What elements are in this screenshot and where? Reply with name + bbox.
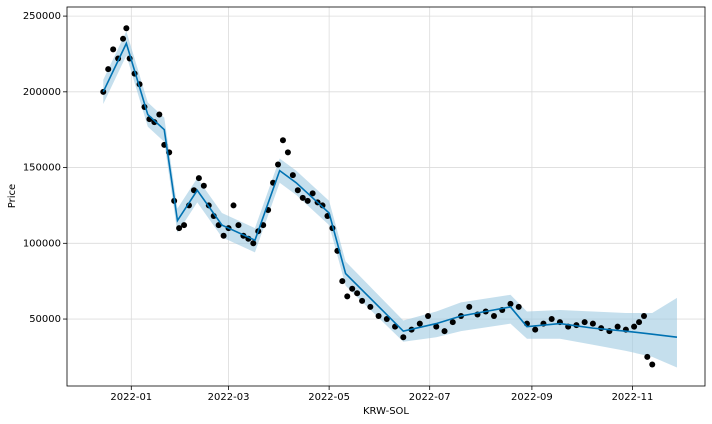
- observed-point: [200, 182, 207, 189]
- x-tick-label: 2022-01: [110, 392, 152, 403]
- y-tick-label: 50000: [29, 314, 61, 325]
- observed-point: [441, 328, 448, 335]
- observed-point: [383, 316, 390, 323]
- observed-point: [344, 293, 351, 300]
- observed-point: [181, 222, 188, 229]
- plot-frame: [66, 6, 706, 387]
- observed-point: [375, 313, 382, 320]
- y-tick-label: 100000: [23, 238, 61, 249]
- observed-point: [416, 320, 423, 327]
- observed-point: [120, 35, 127, 42]
- observed-point: [490, 313, 497, 320]
- observed-point: [309, 190, 316, 197]
- observed-point: [641, 313, 648, 320]
- observed-point: [151, 119, 158, 126]
- x-axis-label: KRW-SOL: [363, 406, 409, 417]
- x-tick-label: 2022-03: [208, 392, 250, 403]
- observed-point: [275, 161, 282, 168]
- observed-point: [230, 202, 237, 209]
- observed-point: [289, 172, 296, 179]
- observed-point: [581, 319, 588, 326]
- observed-point: [279, 137, 286, 144]
- observed-point: [636, 319, 643, 326]
- observed-point: [105, 66, 112, 73]
- observed-point: [400, 334, 407, 341]
- observed-point: [123, 25, 130, 32]
- observed-point: [507, 300, 514, 307]
- observed-point: [110, 46, 117, 53]
- y-tick-label: 200000: [23, 87, 61, 98]
- observed-point: [195, 175, 202, 182]
- observed-point: [339, 278, 346, 285]
- observed-point: [354, 290, 361, 297]
- observed-point: [176, 225, 183, 232]
- observed-point: [644, 353, 651, 360]
- y-tick-label: 150000: [23, 163, 61, 174]
- observed-point: [466, 303, 473, 310]
- observed-point: [156, 111, 163, 118]
- x-tick-label: 2022-05: [308, 392, 350, 403]
- observed-point: [299, 194, 306, 201]
- observed-point: [250, 240, 257, 247]
- x-tick-label: 2022-07: [409, 392, 451, 403]
- x-tick-label: 2022-09: [511, 392, 553, 403]
- observed-point: [515, 303, 522, 310]
- observed-point: [294, 187, 301, 194]
- observed-point: [614, 323, 621, 330]
- observed-point: [359, 297, 366, 304]
- observed-point: [532, 326, 539, 333]
- observed-point: [367, 303, 374, 310]
- observed-point: [433, 323, 440, 330]
- observed-point: [589, 320, 596, 327]
- forecast-line: [102, 41, 678, 339]
- observed-point: [649, 361, 656, 368]
- observed-point: [631, 323, 638, 330]
- observed-point: [220, 232, 227, 239]
- observed-point: [284, 149, 291, 156]
- y-tick-label: 250000: [23, 11, 61, 22]
- observed-point: [235, 222, 242, 229]
- y-axis-label: Price: [7, 184, 18, 208]
- observed-point: [349, 285, 356, 292]
- observed-point: [304, 197, 311, 204]
- uncertainty-band: [103, 31, 677, 368]
- observed-point: [449, 319, 456, 326]
- observed-point: [548, 316, 555, 323]
- x-tick-label: 2022-11: [612, 392, 654, 403]
- observed-point: [425, 313, 432, 320]
- observed-point: [319, 202, 326, 209]
